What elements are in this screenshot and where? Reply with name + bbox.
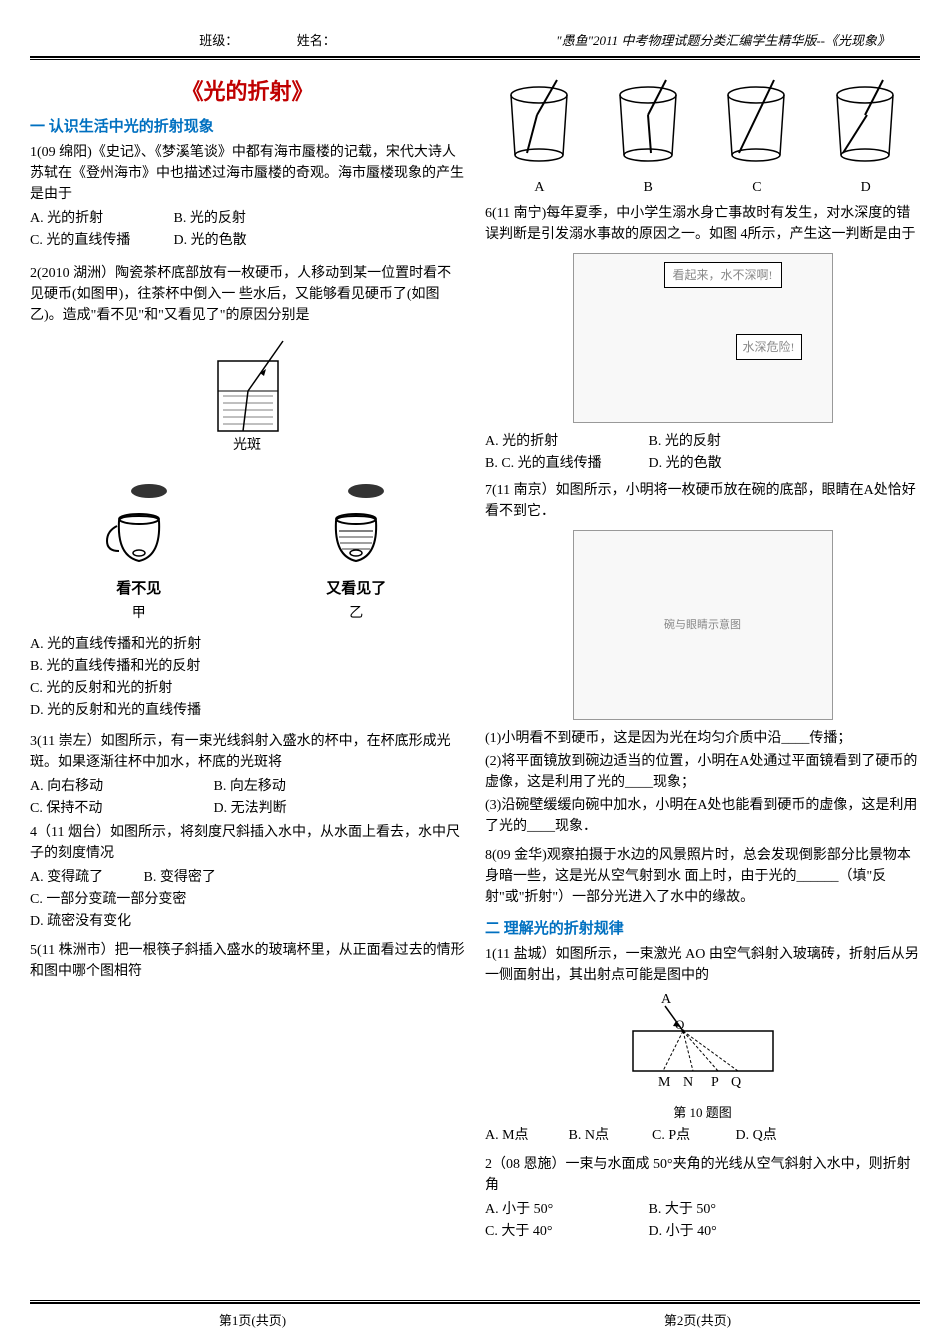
cup-yi-svg <box>306 471 406 571</box>
s2q2-optA: A. 小于 50° <box>485 1199 645 1220</box>
s2q2-optC: C. 大于 40° <box>485 1221 645 1242</box>
q7-text: 7(11 南京）如图所示，小明将一枚硬币放在碗的底部，眼睛在A处恰好看不到它． <box>485 480 920 522</box>
footer-page2: 第2页(共页) <box>475 1310 920 1329</box>
cup-D <box>823 75 908 170</box>
q7-sub1: (1)小明看不到硬币，这是因为光在均匀介质中沿____传播； <box>485 728 920 749</box>
s2q1-optA: A. M点 <box>485 1125 565 1146</box>
cup-right-label: 又看见了 <box>306 578 406 601</box>
q5-C: C <box>714 177 799 198</box>
section2-heading: 二 理解光的折射规律 <box>485 918 920 941</box>
header-divider <box>30 56 920 60</box>
footer-divider <box>30 1300 920 1304</box>
q6-optB: B. 光的反射 <box>649 431 789 452</box>
s2q2-text: 2（08 恩施）一束与水面成 50°夹角的光线从空气斜射入水中，则折射角 <box>485 1154 920 1196</box>
q6-bubble: 看起来，水不深啊! <box>664 262 782 288</box>
s2q2-optB: B. 大于 50° <box>649 1199 789 1220</box>
q6-optC: B. C. 光的直线传播 <box>485 453 645 474</box>
s2q1-caption: 第 10 题图 <box>485 1103 920 1123</box>
class-label: 班级： <box>199 33 238 48</box>
q1-text: 1(09 绵阳)《史记》、《梦溪笔谈》中都有海市蜃楼的记载，宋代大诗人苏轼在《登… <box>30 142 465 205</box>
guangban-label: 光斑 <box>233 437 261 453</box>
q1-optD: D. 光的色散 <box>174 230 314 251</box>
q6-sign: 水深危险! <box>736 334 802 360</box>
cup-yi-label: 乙 <box>306 603 406 624</box>
q3-optD: D. 无法判断 <box>214 798 354 819</box>
q5-A: A <box>497 177 582 198</box>
q6-image: 看起来，水不深啊! 水深危险! <box>573 253 833 423</box>
s2q1-text: 1(11 盐城）如图所示，一束激光 AO 由空气斜射入玻璃砖，折射后从另一侧面射… <box>485 944 920 986</box>
q4-optA: A. 变得疏了 <box>30 867 140 888</box>
q4-optD: D. 疏密没有变化 <box>30 911 465 932</box>
q2-optA: A. 光的直线传播和光的折射 <box>30 634 465 655</box>
svg-text:A: A <box>661 992 672 1007</box>
q2-optC: C. 光的反射和光的折射 <box>30 678 465 699</box>
q1-optB: B. 光的反射 <box>174 208 314 229</box>
q5-images: A B <box>485 75 920 198</box>
q4-text: 4（11 烟台）如图所示，将刻度尺斜插入水中，从水面上看去，水中尺子的刻度情况 <box>30 822 465 864</box>
cup-jia-label: 甲 <box>89 603 189 624</box>
q1-optC: C. 光的直线传播 <box>30 230 170 251</box>
cup-left-label: 看不见 <box>89 578 189 601</box>
q8-text: 8(09 金华)观察拍摄于水边的风景照片时，总会发现倒影部分比景物本身暗一些，这… <box>485 845 920 908</box>
q5-D: D <box>823 177 908 198</box>
q3-optC: C. 保持不动 <box>30 798 210 819</box>
cup-A <box>497 75 582 170</box>
s2q1-diagram: A O M N P Q <box>613 991 793 1101</box>
svg-text:P: P <box>711 1075 719 1090</box>
svg-text:N: N <box>683 1075 693 1090</box>
cup-C <box>714 75 799 170</box>
s2q1-optC: C. P点 <box>652 1125 732 1146</box>
q6-optA: A. 光的折射 <box>485 431 645 452</box>
q7-image: 碗与眼睛示意图 <box>573 530 833 720</box>
q2-optD: D. 光的反射和光的直线传播 <box>30 700 465 721</box>
q1-optA: A. 光的折射 <box>30 208 170 229</box>
q6-text: 6(11 南宁)每年夏季，中小学生溺水身亡事故时有发生，对水深度的错误判断是引发… <box>485 203 920 245</box>
cup-yi: 又看见了 乙 <box>306 471 406 625</box>
q4-optB: B. 变得密了 <box>144 867 284 888</box>
footer-page1: 第1页(共页) <box>30 1310 475 1329</box>
svg-text:M: M <box>658 1075 671 1090</box>
q7-sub2: (2)将平面镜放到碗边适当的位置，小明在A处通过平面镜看到了硬币的虚像，这是利用… <box>485 751 920 793</box>
s2q1-optB: B. N点 <box>569 1125 649 1146</box>
page-title: 《光的折射》 <box>30 75 465 108</box>
q3-text: 3(11 崇左）如图所示，有一束光线斜射入盛水的杯中，在杯底形成光斑。如果逐渐往… <box>30 731 465 773</box>
left-column: 《光的折射》 一 认识生活中光的折射现象 1(09 绵阳)《史记》、《梦溪笔谈》… <box>30 70 465 1245</box>
name-label: 姓名： <box>297 33 336 48</box>
cup-B <box>606 75 691 170</box>
q2-optB: B. 光的直线传播和光的反射 <box>30 656 465 677</box>
q3-optB: B. 向左移动 <box>214 776 354 797</box>
q5-text: 5(11 株洲市）把一根筷子斜插入盛水的玻璃杯里，从正面看过去的情形和图中哪个图… <box>30 940 465 982</box>
cup-jia-svg <box>89 471 189 571</box>
q4-optC: C. 一部分变疏一部分变密 <box>30 889 465 910</box>
light-spot-diagram: 光斑 <box>188 331 308 461</box>
q6-optD: D. 光的色散 <box>649 453 789 474</box>
q2-text: 2(2010 湖洲）陶瓷茶杯底部放有一枚硬币，人移动到某一位置时看不见硬币(如图… <box>30 263 465 326</box>
cup-jia: 看不见 甲 <box>89 471 189 625</box>
right-column: A B <box>485 70 920 1245</box>
section1-heading: 一 认识生活中光的折射现象 <box>30 116 465 139</box>
header-left: 班级： 姓名： <box>60 30 475 49</box>
svg-text:Q: Q <box>731 1075 741 1090</box>
s2q1-optD: D. Q点 <box>736 1125 816 1146</box>
q5-B: B <box>606 177 691 198</box>
q3-optA: A. 向右移动 <box>30 776 210 797</box>
header-right: "愚鱼"2011 中考物理试题分类汇编学生精华版--《光现象》 <box>475 30 890 49</box>
s2q2-optD: D. 小于 40° <box>649 1221 789 1242</box>
q7-sub3: (3)沿碗壁缓缓向碗中加水，小明在A处也能看到硬币的虚像，这是利用了光的____… <box>485 795 920 837</box>
